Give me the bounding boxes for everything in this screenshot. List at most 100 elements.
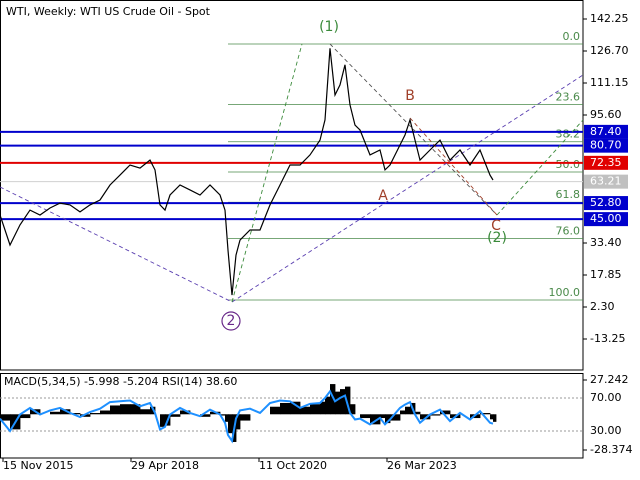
macd-bar — [330, 384, 336, 415]
y-tick-label: 95.60 — [590, 108, 622, 121]
y-tick-label: 142.25 — [590, 12, 629, 25]
macd-bar — [350, 404, 356, 415]
level-tag-label: 63.21 — [590, 175, 622, 188]
wave-line — [231, 43, 303, 303]
y2-tick-label: 30.00 — [590, 424, 622, 437]
macd-bar — [20, 414, 31, 419]
y-tick-label: 126.70 — [590, 44, 629, 57]
x-tick-label: 29 Apr 2018 — [131, 459, 199, 472]
plot-layer: 142.25 126.70 111.15 95.60 33.40 17.85 2.30 -13… — [0, 12, 632, 472]
wave-label: C — [491, 218, 501, 234]
macd-bar — [390, 414, 401, 421]
y-tick-label: 27.242 — [590, 373, 629, 386]
macd-bar — [110, 405, 121, 415]
y-tick-label: -13.25 — [590, 332, 625, 345]
macd-bar — [420, 414, 431, 420]
level-tag — [584, 155, 628, 170]
macd-bar — [220, 414, 226, 416]
macd-bar — [240, 414, 251, 421]
macd-bar — [0, 414, 11, 421]
macd-bar — [280, 402, 291, 415]
macd-bar — [385, 414, 391, 424]
macd-bar — [170, 414, 181, 417]
level-tag — [584, 124, 628, 139]
level-tag-label: 87.40 — [590, 125, 622, 138]
fib-label: 76.0 — [556, 224, 581, 237]
macd-bar — [270, 406, 281, 415]
level-tag-label: 80.70 — [590, 139, 622, 152]
y-tick-label: 17.85 — [590, 268, 622, 281]
level-tag-label: 72.35 — [590, 156, 622, 169]
macd-bar — [200, 414, 211, 417]
macd-bar — [405, 406, 411, 415]
macd-bar — [50, 411, 61, 415]
macd-bar — [60, 409, 71, 415]
macd-bar — [310, 404, 321, 415]
macd-bar — [490, 414, 494, 420]
level-tag — [584, 196, 628, 211]
x-tick-label: 11 Oct 2020 — [259, 459, 327, 472]
fib-label: 61.8 — [556, 188, 581, 201]
y-tick-label: 111.15 — [590, 76, 629, 89]
macd-bar — [70, 413, 81, 415]
macd-bar — [345, 386, 351, 415]
macd-bar — [300, 406, 311, 415]
x-tick-label: 15 Nov 2015 — [3, 459, 73, 472]
wave-label: 2 — [227, 313, 236, 329]
y-tick-label: 33.40 — [590, 236, 622, 249]
macd-bar — [370, 414, 381, 425]
macd-bar — [440, 410, 451, 415]
macd-bar — [360, 414, 371, 419]
level-tag — [584, 138, 628, 153]
macd-bar — [415, 411, 421, 415]
rsi-line — [0, 389, 494, 444]
macd-bar — [90, 413, 101, 415]
indicator-title: MACD(5,34,5) -5.998 -5.204 RSI(14) 38.60 — [4, 375, 237, 388]
price-line — [0, 48, 494, 296]
macd-bar — [400, 410, 406, 415]
fib-label: 38.2 — [556, 128, 581, 141]
macd-bar — [290, 401, 301, 415]
macd-bar — [480, 413, 491, 415]
level-tag-label: 52.80 — [590, 196, 622, 209]
level-tag — [584, 174, 628, 189]
macd-bar — [340, 389, 346, 415]
level-tag-label: 45.00 — [590, 212, 622, 225]
wave-circle — [221, 311, 241, 331]
macd-bar — [335, 391, 341, 415]
wave-line — [409, 117, 498, 216]
macd-bar — [493, 414, 497, 422]
macd-bar — [130, 404, 141, 415]
macd-bar — [325, 396, 331, 415]
y-tick-label: -28.374 — [590, 443, 632, 456]
fib-label: 0.0 — [563, 30, 581, 43]
macd-bar — [140, 409, 151, 415]
y-tick-label: 2.30 — [590, 300, 615, 313]
fib-label: 50.0 — [556, 158, 581, 171]
wave-line — [0, 186, 233, 303]
wave-label: (1) — [319, 19, 339, 35]
macd-bar — [120, 404, 131, 415]
wave-label: B — [405, 88, 415, 104]
macd-bar — [228, 414, 233, 434]
fib-label: 23.6 — [556, 90, 581, 103]
macd-bar — [320, 401, 326, 415]
macd-bar — [180, 410, 191, 415]
wave-line — [496, 119, 584, 216]
main-panel-border — [0, 0, 584, 371]
macd-bar — [80, 414, 91, 417]
macd-bar — [160, 414, 166, 427]
wave-label: A — [378, 188, 388, 204]
wave-label: (2) — [487, 230, 507, 246]
x-tick-label: 26 Mar 2023 — [387, 459, 457, 472]
fib-label: 100.0 — [549, 286, 581, 299]
chart-title: WTI, Weekly: WTI US Crude Oil - Spot — [6, 5, 211, 18]
wave-line — [329, 43, 498, 216]
y2-tick-label: 70.00 — [590, 391, 622, 404]
macd-bar — [100, 410, 111, 415]
macd-bar — [430, 414, 441, 416]
macd-bar — [225, 414, 229, 422]
macd-bar — [236, 414, 241, 430]
macd-bar — [380, 414, 386, 419]
